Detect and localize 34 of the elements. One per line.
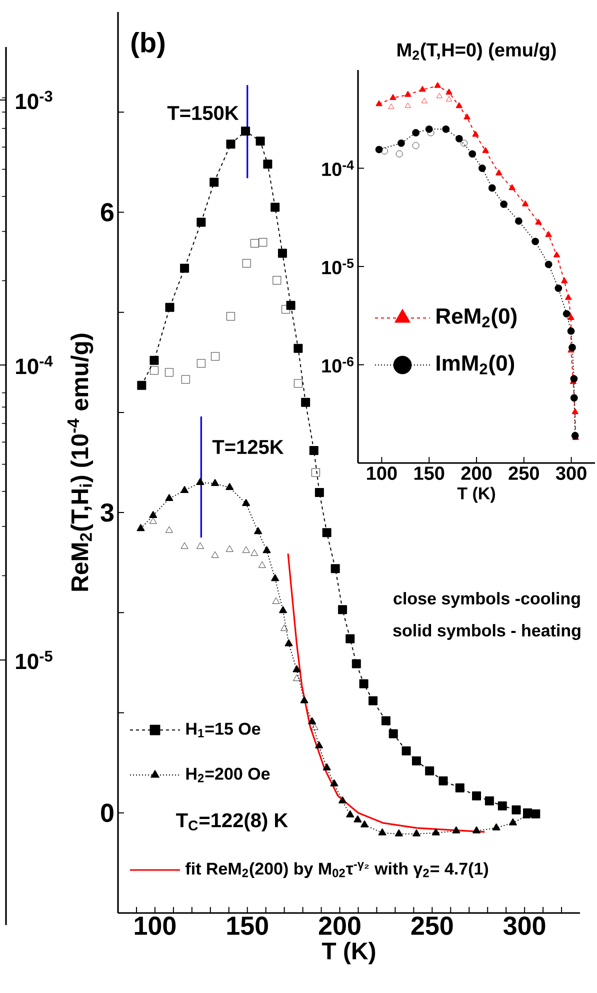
annotation: (b) <box>132 32 164 58</box>
chart-title: M$_{2}$(T,H=0) (emu/g) <box>398 42 556 60</box>
legend-label: ImM$_{2}$(0) <box>436 354 514 376</box>
x-tick-label: 250 <box>411 916 453 935</box>
y-tick-label: 10$^{-6}$ <box>322 356 354 373</box>
annotation: close symbols -cooling <box>394 592 580 608</box>
y-tick-label: 10$^{-5}$ <box>322 258 354 274</box>
x-tick-label: 100 <box>134 916 176 935</box>
x-tick-label: 300 <box>503 916 546 935</box>
text: 10$^{-4}$ <box>16 356 53 374</box>
annotation: T=125K <box>212 440 284 454</box>
x-tick-label: 300 <box>556 466 586 480</box>
y-axis-title: ReM$_{2}$(T,H$_{i}$) (10$^{-4}$ emu/g) <box>67 334 94 591</box>
y-tick-label: 6 <box>100 203 114 222</box>
x-tick-label: 200 <box>461 466 492 480</box>
annotation: solid symbols - heating <box>393 624 580 640</box>
x-tick-label: 250 <box>508 466 539 480</box>
x-tick-label: 150 <box>227 916 268 935</box>
text: 10$^{-5}$ <box>16 650 52 670</box>
legend-label: ReM$_{2}$(0) <box>436 308 517 328</box>
text: fit ReM$_{2}$(200) by M$_{02}$τ$^{-γ₂}$ with γ$_{2}$= 4.7(1) <box>186 862 488 878</box>
x-axis-title: T (K) <box>457 486 495 503</box>
y-tick-label: 10$^{-4}$ <box>322 160 354 176</box>
y-tick-label: 0 <box>101 804 114 822</box>
legend-label: H$_{1}$=15 Oe <box>186 722 260 738</box>
annotation: T=150K <box>167 106 239 120</box>
legend-label: H$_{2}$=200 Oe <box>186 768 270 782</box>
x-axis-title: T (K) <box>322 942 376 964</box>
x-tick-label: 200 <box>318 916 360 935</box>
x-tick-label: 100 <box>367 466 397 480</box>
text: 10$^{-3}$ <box>16 90 52 110</box>
annotation: T$_{C}$=122(8) K <box>176 812 288 832</box>
x-tick-label: 150 <box>414 466 444 480</box>
y-tick-label: 3 <box>100 503 114 522</box>
